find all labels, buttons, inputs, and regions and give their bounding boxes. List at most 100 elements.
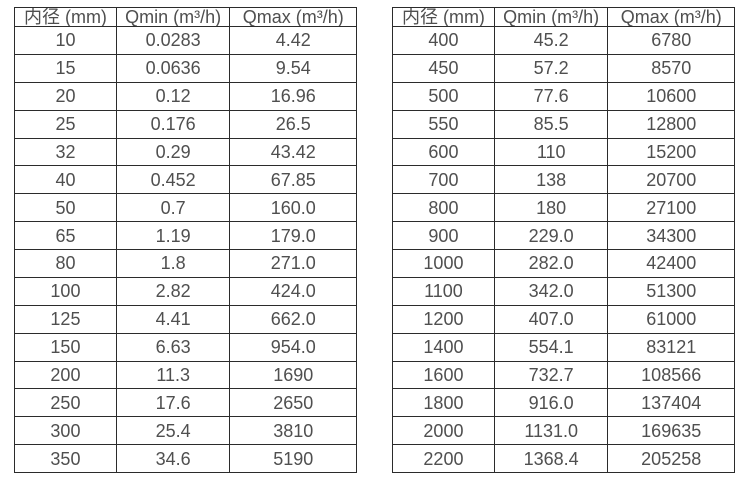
table-cell-col2: 17.6: [115, 388, 231, 418]
table-cell-col2: 1368.4: [493, 444, 609, 473]
table-cell-col3: 43.42: [229, 137, 357, 167]
table-cell-col3: 954.0: [229, 332, 357, 362]
table-cell-col1: 500: [392, 81, 495, 111]
table-cell-col2: 4.41: [115, 304, 231, 334]
table-cell-col1: 350: [14, 444, 117, 473]
table-cell-col1: 800: [392, 193, 495, 223]
table-row: 700 138 20700: [392, 165, 735, 195]
table-cell-col2: 77.6: [493, 81, 609, 111]
table-row: 400 45.2 6780: [392, 26, 735, 55]
table-cell-col2: 229.0: [493, 221, 609, 250]
header-cell-col2: Qmin (m³/h): [493, 7, 609, 27]
table-cell-col3: 15200: [607, 137, 735, 167]
table-cell-col1: 65: [14, 221, 117, 250]
table-row: 10 0.0283 4.42: [14, 26, 357, 55]
table-cell-col1: 150: [14, 332, 117, 362]
table-row: 50 0.7 160.0: [14, 193, 357, 223]
table-row: 900 229.0 34300: [392, 221, 735, 250]
table-cell-col3: 179.0: [229, 221, 357, 250]
table-cell-col1: 2200: [392, 444, 495, 473]
table-cell-col2: 0.0283: [115, 26, 231, 55]
table-cell-col2: 732.7: [493, 360, 609, 390]
table-row: 1100 342.0 51300: [392, 276, 735, 306]
header-cell-col1: 内径 (mm): [392, 7, 495, 27]
table-cell-col3: 8570: [607, 53, 735, 83]
header-cell-col3: Qmax (m³/h): [607, 7, 735, 27]
header-cell-col3: Qmax (m³/h): [229, 7, 357, 27]
table-cell-col1: 32: [14, 137, 117, 167]
table-header-row: 内径 (mm) Qmin (m³/h) Qmax (m³/h): [392, 7, 735, 27]
table-cell-col3: 662.0: [229, 304, 357, 334]
table-cell-col2: 57.2: [493, 53, 609, 83]
table-cell-col1: 100: [14, 276, 117, 306]
table-cell-col3: 67.85: [229, 165, 357, 195]
table-row: 125 4.41 662.0: [14, 304, 357, 334]
table-cell-col3: 2650: [229, 388, 357, 418]
table-cell-col3: 20700: [607, 165, 735, 195]
table-row: 20 0.12 16.96: [14, 81, 357, 111]
table-cell-col2: 6.63: [115, 332, 231, 362]
header-row: 内径 (mm) Qmin (m³/h) Qmax (m³/h): [392, 7, 735, 27]
table-cell-col1: 200: [14, 360, 117, 390]
table-row: 200 11.3 1690: [14, 360, 357, 390]
table-cell-col3: 137404: [607, 388, 735, 418]
table-cell-col3: 3810: [229, 416, 357, 446]
table-row: 1600 732.7 108566: [392, 360, 735, 390]
table-row: 600 110 15200: [392, 137, 735, 167]
table-cell-col2: 0.0636: [115, 53, 231, 83]
table-cell-col3: 108566: [607, 360, 735, 390]
table-cell-col2: 45.2: [493, 26, 609, 55]
table-row: 1000 282.0 42400: [392, 249, 735, 278]
table-cell-col1: 1000: [392, 249, 495, 278]
table-cell-col1: 2000: [392, 416, 495, 446]
table-cell-col3: 271.0: [229, 249, 357, 278]
table-row: 25 0.176 26.5: [14, 109, 357, 139]
table-cell-col1: 1400: [392, 332, 495, 362]
table-cell-col1: 20: [14, 81, 117, 111]
table-cell-col3: 26.5: [229, 109, 357, 139]
table-row: 15 0.0636 9.54: [14, 53, 357, 83]
flow-table-small-diameters: 内径 (mm) Qmin (m³/h) Qmax (m³/h) 10 0.0283 4.…: [14, 7, 357, 473]
table-row: 250 17.6 2650: [14, 388, 357, 418]
table-cell-col1: 50: [14, 193, 117, 223]
table-cell-col2: 407.0: [493, 304, 609, 334]
table-row: 32 0.29 43.42: [14, 137, 357, 167]
table-cell-col2: 34.6: [115, 444, 231, 473]
table-cell-col3: 61000: [607, 304, 735, 334]
table-cell-col3: 9.54: [229, 53, 357, 83]
header-cell-col1: 内径 (mm): [14, 7, 117, 27]
table-cell-col1: 600: [392, 137, 495, 167]
table-cell-col2: 0.176: [115, 109, 231, 139]
table-row: 2200 1368.4 205258: [392, 444, 735, 473]
table-cell-col2: 0.29: [115, 137, 231, 167]
table-cell-col2: 0.7: [115, 193, 231, 223]
table-cell-col3: 51300: [607, 276, 735, 306]
table-cell-col2: 180: [493, 193, 609, 223]
table-row: 500 77.6 10600: [392, 81, 735, 111]
table-row: 1200 407.0 61000: [392, 304, 735, 334]
table-row: 300 25.4 3810: [14, 416, 357, 446]
table-cell-col3: 160.0: [229, 193, 357, 223]
table-cell-col1: 1800: [392, 388, 495, 418]
table-cell-col2: 1.8: [115, 249, 231, 278]
table-cell-col3: 16.96: [229, 81, 357, 111]
table-cell-col1: 1200: [392, 304, 495, 334]
table-cell-col2: 916.0: [493, 388, 609, 418]
table-cell-col1: 80: [14, 249, 117, 278]
table-cell-col3: 27100: [607, 193, 735, 223]
table-row: 350 34.6 5190: [14, 444, 357, 473]
table-cell-col3: 5190: [229, 444, 357, 473]
table-row: 2000 1131.0 169635: [392, 416, 735, 446]
table-cell-col2: 342.0: [493, 276, 609, 306]
table-cell-col2: 85.5: [493, 109, 609, 139]
table-cell-col1: 550: [392, 109, 495, 139]
table-cell-col1: 1100: [392, 276, 495, 306]
table-row: 1400 554.1 83121: [392, 332, 735, 362]
table-cell-col3: 4.42: [229, 26, 357, 55]
table-row: 100 2.82 424.0: [14, 276, 357, 306]
table-row: 450 57.2 8570: [392, 53, 735, 83]
table-cell-col3: 205258: [607, 444, 735, 473]
table-cell-col2: 110: [493, 137, 609, 167]
table-cell-col1: 40: [14, 165, 117, 195]
table-cell-col3: 1690: [229, 360, 357, 390]
